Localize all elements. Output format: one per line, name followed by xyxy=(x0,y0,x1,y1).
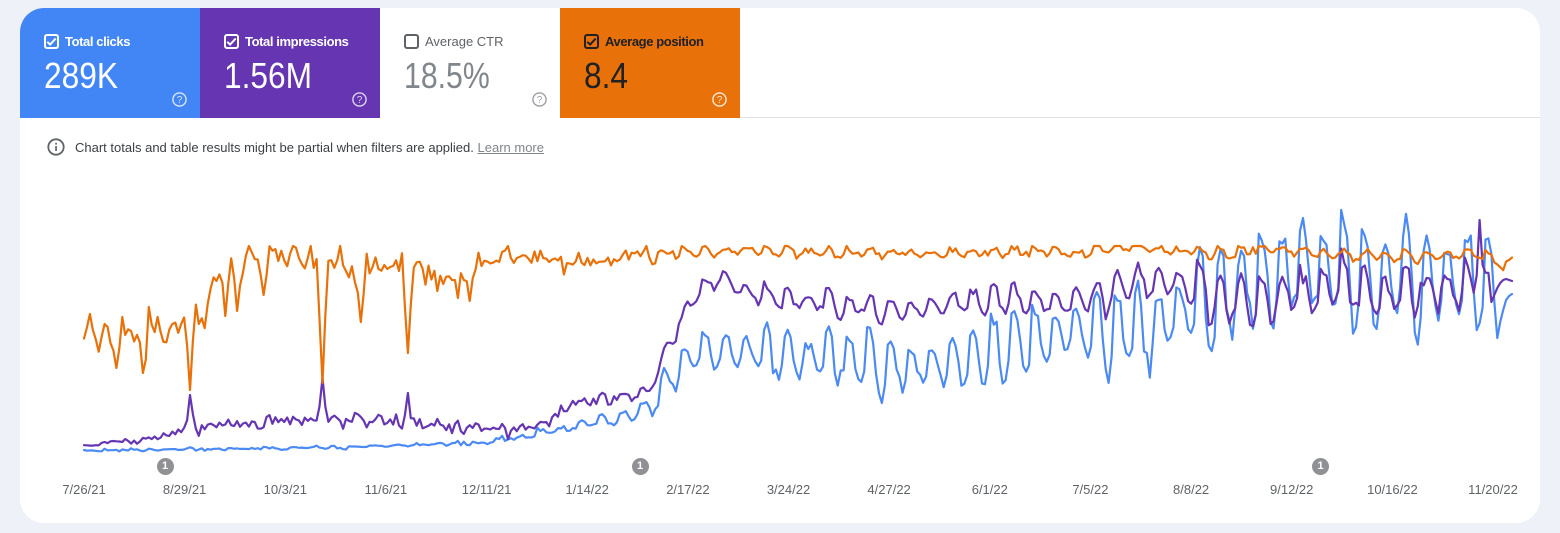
svg-text:?: ? xyxy=(717,95,723,106)
svg-text:?: ? xyxy=(357,95,363,106)
svg-text:?: ? xyxy=(537,95,543,106)
svg-text:?: ? xyxy=(177,95,183,106)
